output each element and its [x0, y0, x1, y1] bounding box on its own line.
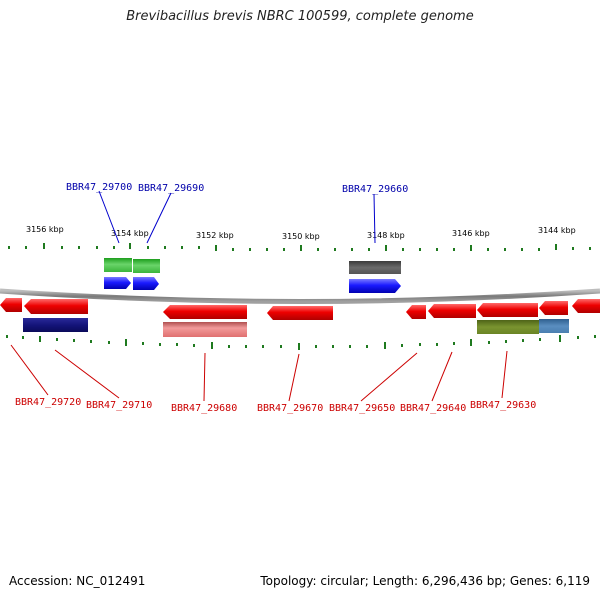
- accession-text: Accession: NC_012491: [9, 574, 146, 588]
- topology-text: Topology: circular; Length: 6,296,436 bp…: [260, 574, 590, 588]
- cds-arrow-bbr47-29690: [133, 277, 159, 290]
- gene-label-bbr47-29670: BBR47_29670: [257, 403, 323, 414]
- kbp-label-3152: 3152 kbp: [196, 231, 234, 240]
- cds-arrow-bbr47-29700: [104, 277, 131, 289]
- gene-label-bbr47-29720: BBR47_29720: [15, 397, 81, 408]
- kbp-label-3154: 3154 kbp: [111, 229, 149, 238]
- kbp-label-3156: 3156 kbp: [26, 225, 64, 234]
- kbp-label-3146: 3146 kbp: [452, 229, 490, 238]
- feature-gray: [349, 261, 401, 274]
- gene-label-bbr47-29630: BBR47_29630: [470, 400, 536, 411]
- genome-title: Brevibacillus brevis NBRC 100599, comple…: [126, 9, 474, 24]
- cds-arrow-bbr47-29680: [163, 305, 247, 319]
- feature-olive: [477, 320, 539, 334]
- feature-steel: [539, 319, 569, 333]
- gene-label-bbr47-29710: BBR47_29710: [86, 400, 152, 411]
- cds-arrow-bbr47-29720: [0, 298, 22, 312]
- kbp-label-3144: 3144 kbp: [538, 226, 576, 235]
- kbp-label-3150: 3150 kbp: [282, 232, 320, 241]
- gene-label-bbr47-29700: BBR47_29700: [66, 182, 132, 193]
- feature-green-2: [133, 259, 160, 273]
- cds-arrow-bbr47-29630: [477, 303, 538, 317]
- feature-navy: [23, 318, 88, 332]
- gene-label-bbr47-29680: BBR47_29680: [171, 403, 237, 414]
- genome-backbone: [0, 288, 600, 304]
- cds-arrow-bbr47-29660: [349, 279, 401, 293]
- forward-strand-features: [104, 258, 401, 293]
- feature-green-1: [104, 258, 132, 272]
- gene-label-bbr47-29660: BBR47_29660: [342, 184, 408, 195]
- lower-tick-row: [6, 335, 596, 350]
- cds-arrow-bbr47-29710: [24, 299, 88, 314]
- gene-label-bbr47-29640: BBR47_29640: [400, 403, 466, 414]
- upper-tick-row: [8, 243, 591, 251]
- cds-arrow-right-edge: [572, 299, 600, 313]
- gene-label-bbr47-29650: BBR47_29650: [329, 403, 395, 414]
- cds-arrow-bbr47-29640: [428, 304, 476, 318]
- kbp-label-3148: 3148 kbp: [367, 231, 405, 240]
- feature-pink: [163, 322, 247, 337]
- reverse-gene-labels: BBR47_29720 BBR47_29710 BBR47_29680 BBR4…: [10, 344, 536, 414]
- cds-arrow-bbr47-29650: [406, 305, 426, 319]
- reverse-strand-features: [0, 298, 600, 337]
- forward-gene-labels: BBR47_29700 BBR47_29690 BBR47_29660: [66, 182, 408, 244]
- gene-label-bbr47-29690: BBR47_29690: [138, 183, 204, 194]
- cds-arrow-right-1: [539, 301, 568, 315]
- cds-arrow-bbr47-29670: [267, 306, 333, 320]
